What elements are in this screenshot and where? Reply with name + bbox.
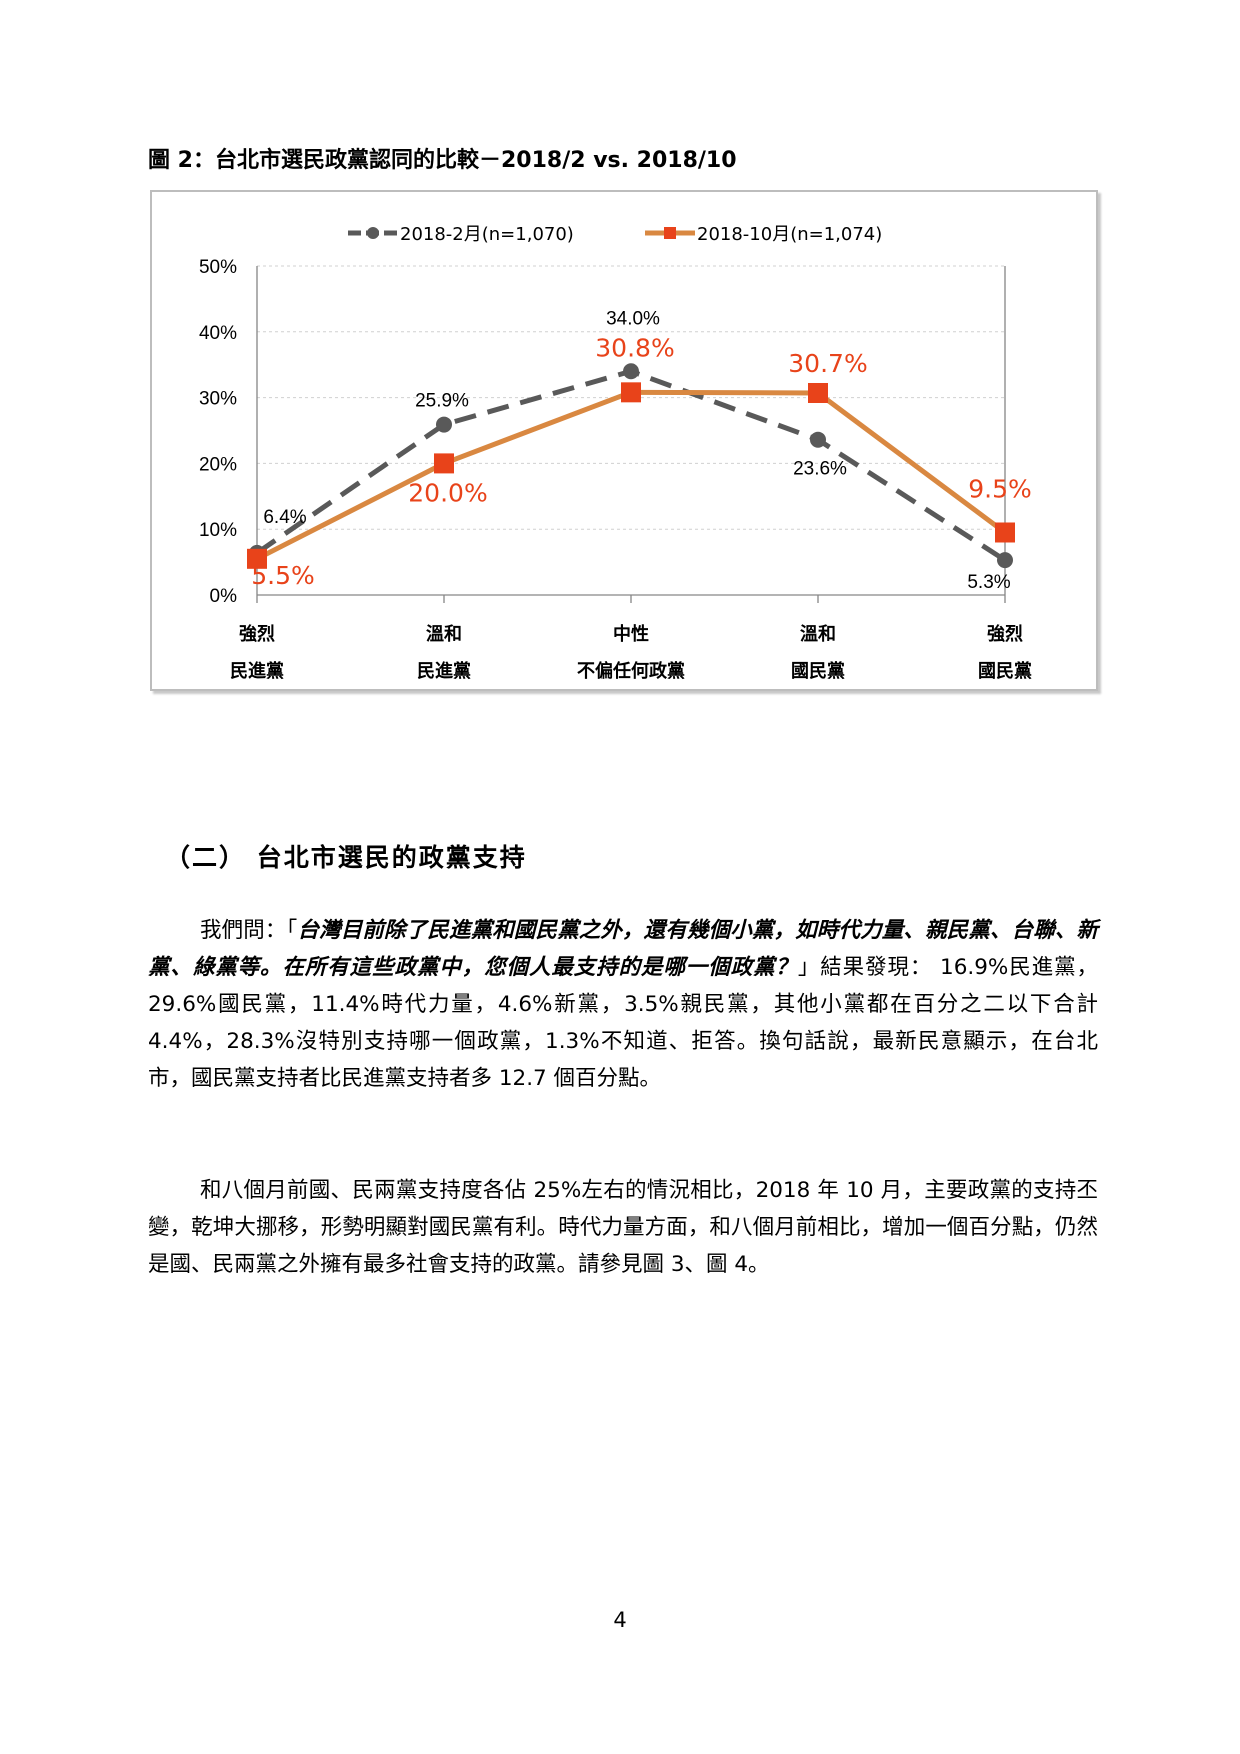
x-category-label: 民進黨 — [417, 660, 471, 682]
x-category-label: 強烈 — [239, 623, 275, 645]
data-point-marker — [436, 416, 452, 433]
x-category-label: 中性 — [613, 623, 649, 645]
x-category-label: 國民黨 — [791, 660, 845, 682]
data-point-marker — [434, 453, 454, 474]
party-identification-chart: 0% 10% 20% 30% 40% 50% 強烈民進黨 溫和民進黨 中性不偏任何政黨 溫和國民黨… — [150, 190, 1098, 691]
paragraph-party-support: 我們問：「台灣目前除了民進黨和國民黨之外，還有幾個小黨，如時代力量、親民黨、台聯… — [148, 912, 1098, 1097]
y-tick-label: 40% — [199, 323, 237, 344]
data-label: 30.8% — [595, 333, 674, 362]
paragraph1-results: 」結果發現： 16.9%民進黨，29.6%國民黨，11.4%時代力量，4.6%新… — [148, 955, 1098, 1091]
data-point-marker — [621, 382, 641, 403]
y-tick-label: 10% — [199, 520, 237, 541]
figure-caption: 圖 2：台北市選民政黨認同的比較－2018/2 vs. 2018/10 — [148, 148, 737, 173]
y-tick-label: 30% — [199, 389, 237, 410]
legend-marker — [664, 227, 676, 239]
data-point-marker — [995, 522, 1015, 543]
x-category-label: 強烈 — [987, 623, 1023, 645]
data-point-marker — [810, 431, 826, 448]
legend-marker — [367, 227, 379, 239]
data-label: 5.3% — [967, 572, 1010, 593]
x-category-label: 溫和 — [426, 623, 462, 645]
y-tick-label: 20% — [199, 454, 237, 475]
y-tick-label: 50% — [199, 257, 237, 278]
data-point-marker — [808, 382, 828, 403]
data-label: 23.6% — [793, 459, 847, 480]
data-point-marker — [247, 548, 267, 569]
y-tick-label: 0% — [210, 586, 238, 607]
page-number: 4 — [613, 1608, 627, 1632]
legend-label: 2018-10月(n=1,074) — [697, 224, 882, 245]
data-label: 25.9% — [415, 391, 469, 412]
survey-question: 台灣目前除了民進黨和國民黨之外，還有幾個小黨，如時代力量、親民黨、台聯、新黨、綠… — [148, 918, 1098, 980]
x-category-label: 國民黨 — [978, 660, 1032, 682]
data-label: 20.0% — [408, 478, 487, 507]
data-label: 9.5% — [968, 474, 1032, 503]
data-point-marker — [623, 363, 639, 380]
data-label: 30.7% — [788, 349, 867, 378]
data-point-marker — [997, 552, 1013, 569]
x-category-label: 不偏任何政黨 — [577, 660, 685, 682]
paragraph-comparison: 和八個月前國、民兩黨支持度各佔 25%左右的情況相比，2018 年 10 月，主… — [148, 1172, 1098, 1283]
paragraph1-lead: 我們問：「 — [200, 918, 298, 943]
data-label: 6.4% — [263, 507, 306, 528]
data-label: 5.5% — [251, 561, 315, 590]
section-heading: （二） 台北市選民的政黨支持 — [165, 843, 527, 872]
x-category-label: 溫和 — [800, 623, 836, 645]
paragraph2-text: 和八個月前國、民兩黨支持度各佔 25%左右的情況相比，2018 年 10 月，主… — [148, 1178, 1098, 1277]
data-label: 34.0% — [606, 308, 660, 329]
x-category-label: 民進黨 — [230, 660, 284, 682]
legend-label: 2018-2月(n=1,070) — [400, 224, 574, 245]
